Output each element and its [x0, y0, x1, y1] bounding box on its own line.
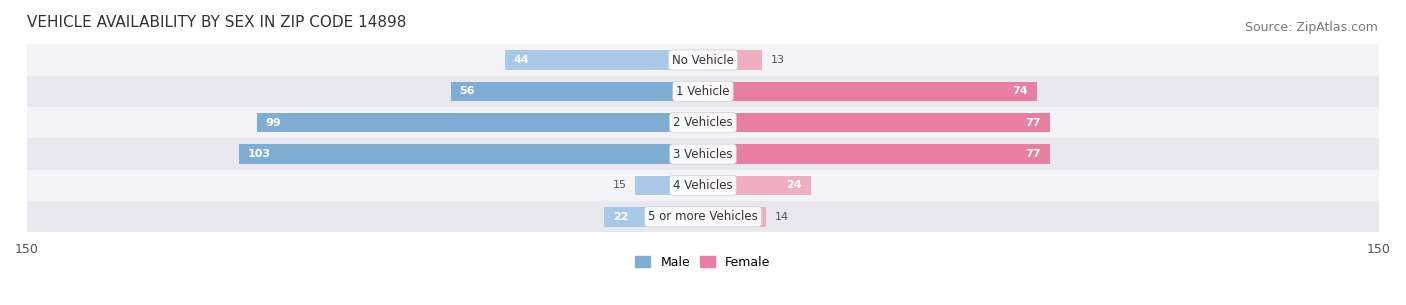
Bar — [27, 76, 1379, 107]
Text: 77: 77 — [1025, 149, 1040, 159]
Bar — [703, 50, 762, 70]
Legend: Male, Female: Male, Female — [636, 256, 770, 269]
Bar — [27, 138, 1379, 170]
Bar — [27, 107, 1379, 138]
Text: 56: 56 — [460, 86, 475, 96]
Text: 77: 77 — [1025, 118, 1040, 128]
Text: 5 or more Vehicles: 5 or more Vehicles — [648, 210, 758, 223]
Bar — [257, 113, 703, 132]
Bar — [239, 144, 703, 164]
Text: 24: 24 — [786, 181, 803, 190]
Text: 22: 22 — [613, 212, 628, 222]
Bar — [703, 113, 1050, 132]
Text: 2 Vehicles: 2 Vehicles — [673, 116, 733, 129]
Bar — [703, 176, 811, 195]
Bar — [27, 170, 1379, 201]
Text: VEHICLE AVAILABILITY BY SEX IN ZIP CODE 14898: VEHICLE AVAILABILITY BY SEX IN ZIP CODE … — [27, 15, 406, 30]
Text: 99: 99 — [266, 118, 281, 128]
Bar — [703, 82, 1036, 101]
Text: 14: 14 — [775, 212, 789, 222]
Text: 74: 74 — [1012, 86, 1028, 96]
Text: No Vehicle: No Vehicle — [672, 54, 734, 66]
Text: 15: 15 — [613, 181, 627, 190]
Text: 3 Vehicles: 3 Vehicles — [673, 148, 733, 161]
Text: 1 Vehicle: 1 Vehicle — [676, 85, 730, 98]
Bar — [450, 82, 703, 101]
Bar — [636, 176, 703, 195]
Text: Source: ZipAtlas.com: Source: ZipAtlas.com — [1244, 21, 1378, 34]
Bar — [27, 45, 1379, 76]
Bar — [603, 207, 703, 227]
Text: 103: 103 — [247, 149, 271, 159]
Bar — [703, 144, 1050, 164]
Text: 13: 13 — [770, 55, 785, 65]
Text: 44: 44 — [513, 55, 530, 65]
Bar — [27, 201, 1379, 232]
Bar — [703, 207, 766, 227]
Bar — [505, 50, 703, 70]
Text: 4 Vehicles: 4 Vehicles — [673, 179, 733, 192]
